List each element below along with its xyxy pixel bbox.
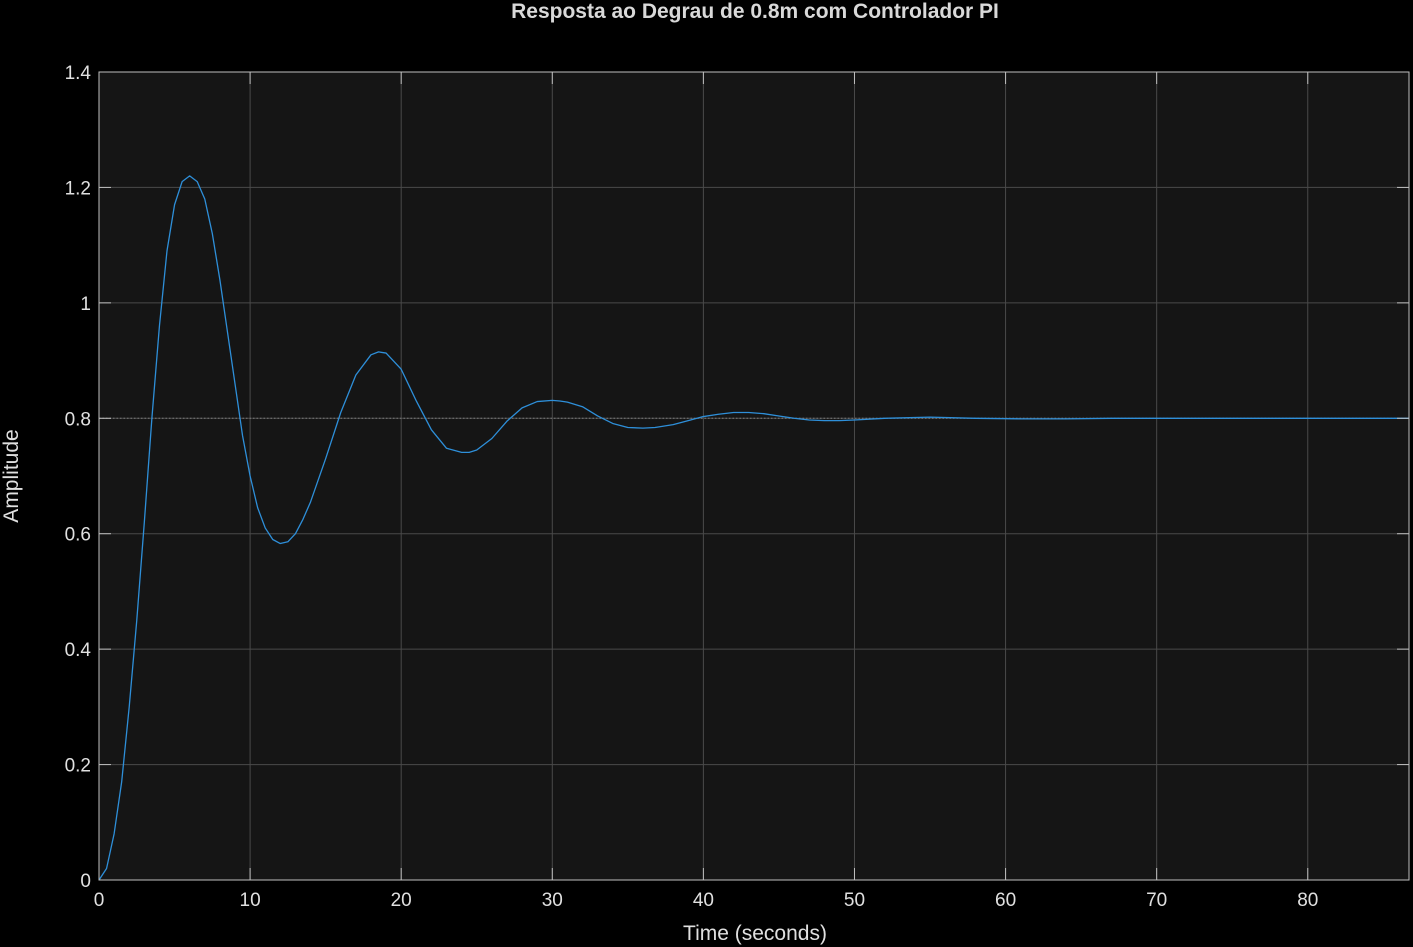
- y-tick-label: 0: [80, 871, 91, 892]
- x-tick-label: 50: [844, 890, 865, 911]
- x-tick-labels: 0 10 20 30 40 50 60 70 80: [94, 890, 1319, 911]
- y-tick-label: 0.6: [65, 525, 91, 546]
- x-tick-label: 80: [1297, 890, 1318, 911]
- x-tick-label: 70: [1146, 890, 1167, 911]
- x-axis-label: Time (seconds): [683, 922, 827, 945]
- y-tick-label: 1.4: [65, 63, 92, 84]
- axes: [98, 71, 1410, 881]
- x-tick-label: 30: [542, 890, 563, 911]
- x-tick-label: 10: [240, 890, 261, 911]
- axes-box: [98, 71, 1410, 881]
- x-tick-label: 40: [693, 890, 714, 911]
- chart-title: Resposta ao Degrau de 0.8m com Controlad…: [511, 0, 999, 23]
- y-tick-labels: 0 0.2 0.4 0.6 0.8 1 1.2 1.4: [65, 63, 92, 892]
- step-response-line: [98, 175, 1409, 881]
- y-tick-label: 0.4: [65, 640, 92, 661]
- plot-area[interactable]: [99, 72, 1409, 880]
- y-tick-label: 1.2: [65, 178, 91, 199]
- y-tick-label: 0.8: [65, 409, 91, 430]
- series-layer: [98, 175, 1409, 881]
- y-axis-label: Amplitude: [0, 429, 23, 522]
- x-tick-label: 60: [995, 890, 1016, 911]
- x-tick-label: 20: [391, 890, 412, 911]
- y-tick-label: 0.2: [65, 756, 91, 777]
- y-tick-label: 1: [80, 294, 91, 315]
- x-tick-label: 0: [94, 890, 105, 911]
